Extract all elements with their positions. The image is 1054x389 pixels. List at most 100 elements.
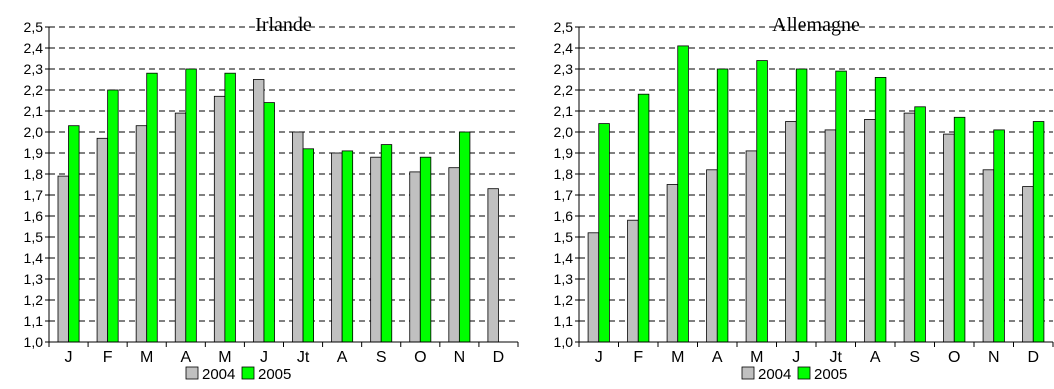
chart-title: Irlande [255, 14, 312, 36]
y-tick-label: 1,6 [554, 208, 574, 224]
bar-2005-4 [716, 68, 729, 343]
x-tick-label: D [1027, 349, 1039, 366]
y-tick-label: 1,7 [24, 187, 44, 203]
bar-2005-9 [914, 106, 926, 343]
x-tick-label: A [712, 349, 723, 366]
y-tick-label: 1,7 [554, 187, 574, 203]
y-tick-label: 2,0 [24, 124, 44, 140]
bar-2005-8 [341, 150, 354, 343]
x-tick-label: Jt [297, 349, 310, 366]
x-tick-label: A [337, 349, 348, 366]
bar-2005-6 [263, 102, 275, 343]
bar-2004-4 [174, 112, 187, 343]
bar-2004-9 [903, 112, 916, 343]
bar-2005-10 [953, 116, 966, 343]
bar-2004-4 [706, 169, 718, 343]
x-tick-label: J [792, 349, 800, 366]
x-tick-label: A [180, 349, 191, 366]
bar-2005-6 [795, 68, 808, 343]
bar-2004-9 [370, 156, 382, 343]
bar-2005-12 [1032, 121, 1045, 343]
y-tick-label: 1,3 [554, 271, 574, 287]
y-tick-label: 2,2 [554, 82, 574, 98]
bar-2005-7 [302, 148, 314, 343]
bar-2004-7 [824, 129, 837, 343]
bar-2005-3 [146, 72, 158, 343]
y-tick-label: 1,2 [554, 292, 574, 308]
chart-title: Allemagne [772, 14, 860, 36]
bar-2004-1 [587, 232, 600, 343]
y-tick-label: 1,9 [554, 145, 574, 161]
y-tick-label: 1,3 [24, 271, 44, 287]
chart-irlande-svg: Irlande 1,0 1,1 1,2 1,3 1,4 1,5 1,6 1,7 1,8 1,9 2,0… [24, 14, 519, 383]
x-tick-label: J [260, 349, 268, 366]
bar-2004-2 [627, 219, 639, 343]
x-tick-label: S [909, 349, 920, 366]
bar-2005-1 [68, 125, 80, 343]
bar-2005-10 [419, 156, 432, 343]
x-tick-label: M [140, 349, 153, 366]
y-tick-label: 1,0 [24, 334, 44, 350]
legend-swatch-2005 [797, 366, 811, 380]
bar-2005-8 [874, 77, 887, 343]
bar-2005-1 [598, 123, 610, 343]
x-tick-label: M [218, 349, 231, 366]
x-tick-label: F [633, 349, 643, 366]
bar-2005-5 [224, 72, 236, 343]
y-tick-label: 1,4 [554, 250, 574, 266]
y-tick-label: 2,2 [24, 82, 44, 98]
bar-2005-4 [185, 68, 197, 343]
y-tick-label: 1,5 [24, 229, 44, 245]
y-tick-label: 2,3 [24, 61, 44, 77]
legend-label-2005: 2005 [258, 366, 291, 383]
bar-2005-3 [677, 45, 689, 343]
bar-2004-5 [745, 150, 758, 343]
y-tick-label: 1,4 [24, 250, 44, 266]
bar-2004-3 [135, 125, 148, 343]
y-tick-label: 1,1 [24, 313, 44, 329]
bar-2004-5 [213, 95, 226, 343]
bar-2005-7 [835, 70, 847, 343]
bar-2004-8 [331, 152, 343, 343]
bar-2004-12 [487, 188, 499, 343]
bar-2005-2 [107, 89, 119, 343]
y-tick-label: 1,2 [24, 292, 44, 308]
bar-2004-12 [1022, 186, 1034, 343]
legend-label-2004: 2004 [758, 366, 791, 383]
x-tick-label: J [595, 349, 603, 366]
bar-2004-11 [448, 167, 460, 343]
x-tick-label: N [454, 349, 466, 366]
x-tick-label: J [65, 349, 73, 366]
bar-2004-10 [409, 171, 421, 343]
chart-allemagne: Allemagne 1,0 1,1 1,2 1,3 1,4 1,5 1,6 1,7 1,8 1,9 2… [527, 0, 1054, 389]
y-tick-label: 2,0 [554, 124, 574, 140]
legend-swatch-2004 [185, 366, 199, 380]
y-tick-label: 2,1 [24, 103, 44, 119]
y-tick-label: 2,5 [554, 19, 574, 35]
x-tick-label: D [493, 349, 505, 366]
y-tick-label: 2,4 [24, 40, 44, 56]
bar-2004-6 [253, 79, 265, 343]
x-tick-label: M [671, 349, 684, 366]
x-tick-label: N [988, 349, 1000, 366]
x-tick-label: M [750, 349, 763, 366]
y-tick-label: 2,3 [554, 61, 574, 77]
y-tick-label: 1,8 [554, 166, 574, 182]
bar-2005-2 [637, 93, 650, 343]
bar-2004-10 [943, 133, 955, 343]
y-tick-label: 1,8 [24, 166, 44, 182]
bar-2005-11 [993, 129, 1005, 343]
legend-swatch-2005 [241, 366, 255, 380]
x-tick-label: O [414, 349, 426, 366]
x-tick-label: S [376, 349, 387, 366]
bar-2004-2 [96, 137, 109, 343]
bar-2005-9 [380, 144, 393, 343]
y-tick-label: 1,5 [554, 229, 574, 245]
y-tick-label: 2,5 [24, 19, 44, 35]
bar-2005-11 [458, 131, 471, 343]
y-tick-label: 2,4 [554, 40, 574, 56]
x-tick-label: F [103, 349, 113, 366]
x-tick-label: Jt [830, 349, 843, 366]
bar-2004-11 [982, 169, 995, 343]
chart-irlande: Irlande 1,0 1,1 1,2 1,3 1,4 1,5 1,6 1,7 1,8 1,9 2,0… [24, 14, 519, 383]
